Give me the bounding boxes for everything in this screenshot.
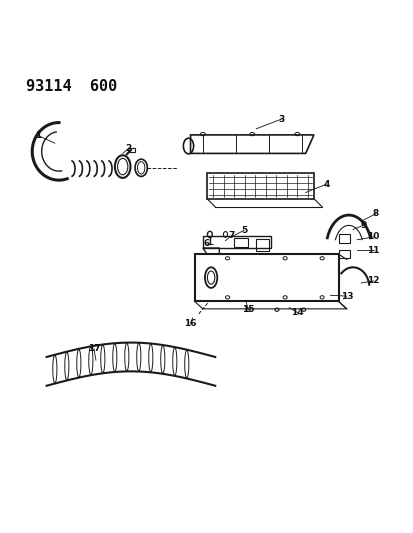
Bar: [233, 238, 247, 247]
Text: 11: 11: [366, 246, 379, 255]
Text: 8: 8: [372, 209, 378, 219]
Text: 1: 1: [35, 131, 41, 140]
Text: 15: 15: [241, 305, 254, 314]
Bar: [256, 239, 268, 251]
Text: 9: 9: [359, 221, 366, 230]
Text: 3: 3: [277, 115, 283, 124]
Text: 93114  600: 93114 600: [26, 79, 117, 94]
Bar: [128, 148, 135, 152]
Text: 16: 16: [184, 319, 196, 328]
Text: 2: 2: [126, 143, 132, 152]
Text: 5: 5: [240, 226, 247, 235]
Bar: [338, 233, 349, 243]
Text: 6: 6: [203, 239, 210, 248]
Text: 10: 10: [366, 232, 379, 241]
Text: 17: 17: [88, 344, 100, 353]
Text: 14: 14: [290, 308, 303, 317]
Bar: [338, 250, 349, 259]
Text: 12: 12: [366, 277, 379, 285]
Bar: [206, 173, 313, 199]
Text: 13: 13: [340, 292, 352, 301]
Text: 7: 7: [228, 231, 234, 240]
Text: 4: 4: [322, 180, 329, 189]
Bar: [194, 254, 338, 302]
